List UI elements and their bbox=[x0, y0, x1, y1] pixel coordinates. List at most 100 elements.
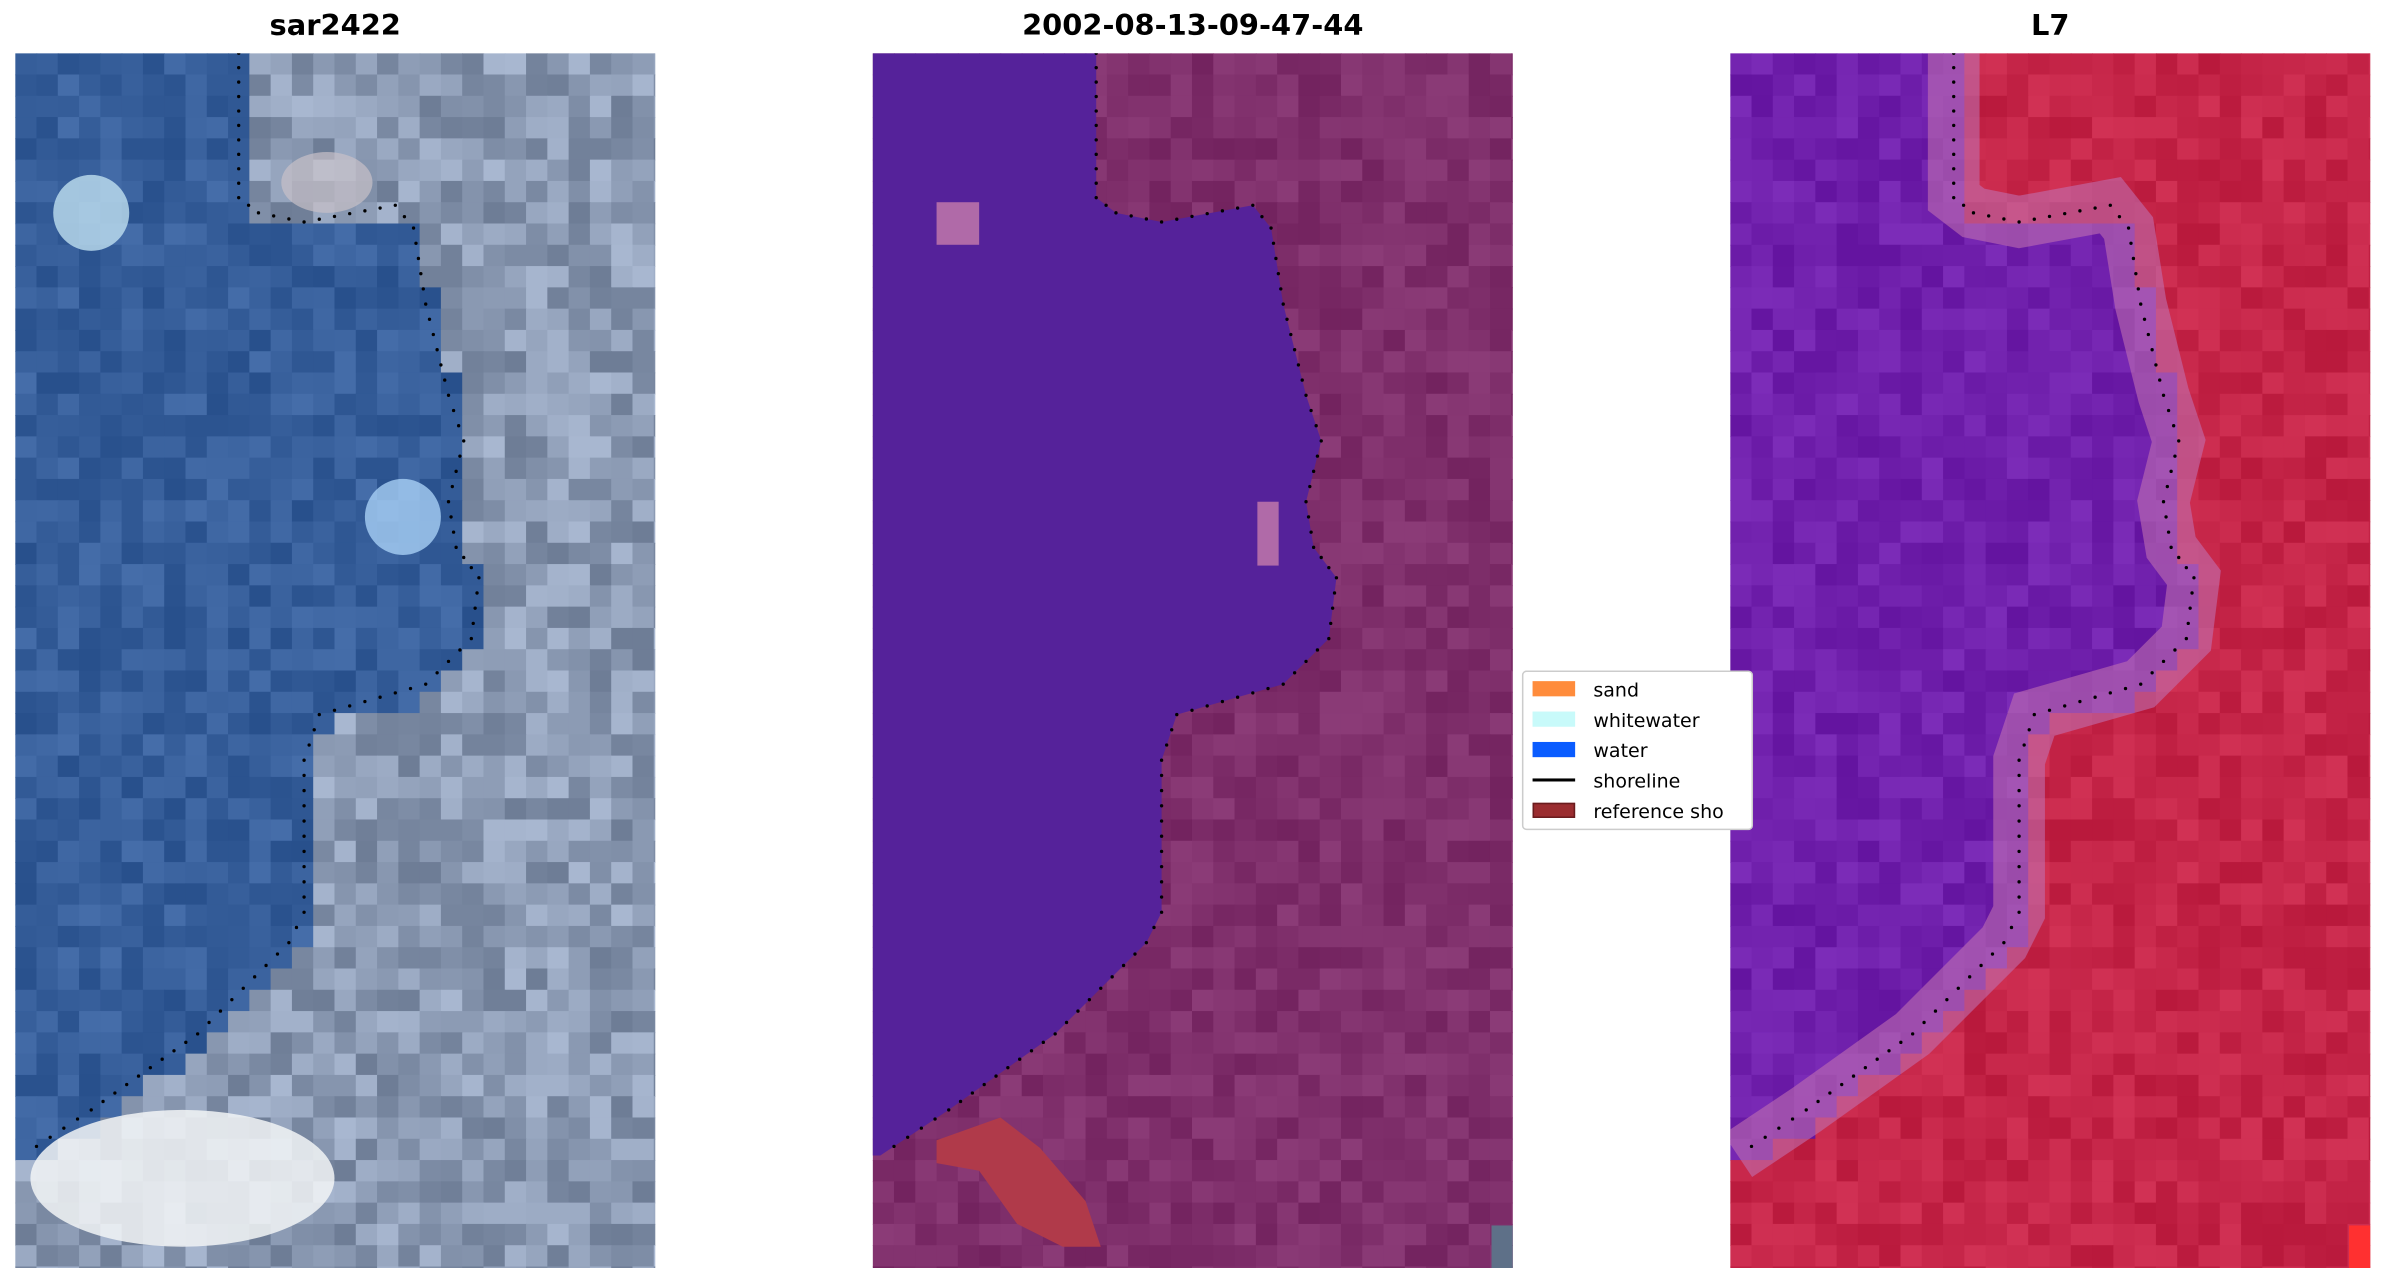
pixel bbox=[1383, 244, 1406, 267]
pixel bbox=[1426, 713, 1449, 736]
pixel bbox=[2262, 372, 2285, 395]
pixel bbox=[611, 776, 634, 799]
pixel bbox=[2262, 776, 2285, 799]
pixel bbox=[568, 904, 591, 927]
pixel bbox=[1772, 649, 1795, 672]
pixel bbox=[2177, 138, 2200, 161]
pixel bbox=[1879, 351, 1902, 374]
pixel bbox=[164, 436, 187, 459]
pixel bbox=[1815, 308, 1838, 331]
pixel bbox=[1730, 202, 1753, 225]
pixel bbox=[2070, 117, 2093, 140]
pixel bbox=[611, 1032, 634, 1055]
pixel bbox=[398, 1096, 421, 1119]
pixel bbox=[2049, 564, 2072, 587]
pixel bbox=[36, 74, 59, 97]
pixel bbox=[291, 947, 314, 970]
shoreline-point bbox=[246, 203, 251, 207]
pixel bbox=[79, 351, 102, 374]
shoreline-point bbox=[1327, 636, 1331, 641]
pixel bbox=[355, 1160, 378, 1183]
pixel bbox=[2368, 436, 2371, 459]
pixel bbox=[1000, 1266, 1023, 1269]
pixel bbox=[1298, 883, 1321, 906]
pixel bbox=[440, 1096, 463, 1119]
pixel bbox=[547, 798, 570, 821]
pixel bbox=[2283, 266, 2306, 289]
pixel bbox=[377, 947, 400, 970]
pixel bbox=[1751, 393, 1774, 416]
pixel bbox=[2070, 627, 2093, 650]
pixel bbox=[526, 1117, 549, 1140]
pixel bbox=[589, 138, 612, 161]
pixel bbox=[1489, 1096, 1513, 1119]
pixel bbox=[1106, 117, 1129, 140]
shoreline-point bbox=[424, 682, 428, 686]
pixel bbox=[1404, 266, 1427, 289]
pixel bbox=[1943, 606, 1966, 629]
pixel bbox=[2368, 457, 2371, 480]
pixel bbox=[1943, 819, 1966, 842]
pixel bbox=[291, 393, 314, 416]
pixel bbox=[185, 266, 208, 289]
pixel bbox=[419, 393, 442, 416]
pixel bbox=[249, 415, 272, 438]
pixel bbox=[36, 1011, 59, 1034]
pixel bbox=[632, 223, 655, 246]
pixel bbox=[270, 670, 293, 693]
pixel bbox=[2177, 159, 2200, 182]
pixel bbox=[2198, 734, 2221, 757]
pixel bbox=[1213, 1181, 1236, 1204]
pixel bbox=[2241, 351, 2264, 374]
pixel bbox=[568, 180, 591, 203]
pixel bbox=[1447, 1223, 1470, 1246]
pixel bbox=[249, 180, 272, 203]
pixel bbox=[1106, 1202, 1129, 1225]
pixel bbox=[2304, 53, 2327, 76]
pixel bbox=[504, 521, 527, 544]
pixel bbox=[1234, 1011, 1257, 1034]
pixel bbox=[313, 947, 336, 970]
pixel bbox=[2368, 415, 2371, 438]
pixel bbox=[185, 649, 208, 672]
pixel bbox=[2283, 202, 2306, 225]
pixel bbox=[1319, 840, 1342, 863]
pixel bbox=[1234, 1181, 1257, 1204]
pixel bbox=[632, 351, 655, 374]
pixel bbox=[185, 393, 208, 416]
shoreline-point bbox=[411, 226, 416, 230]
pixel bbox=[526, 372, 549, 395]
pixel bbox=[142, 244, 165, 267]
pixel bbox=[1170, 819, 1193, 842]
shoreline-point bbox=[62, 1126, 66, 1130]
pixel bbox=[653, 223, 656, 246]
pixel bbox=[1879, 840, 1902, 863]
pixel bbox=[2049, 776, 2072, 799]
pixel bbox=[1404, 542, 1427, 565]
shoreline-point bbox=[1308, 484, 1312, 489]
pixel bbox=[1319, 95, 1342, 118]
pixel bbox=[185, 819, 208, 842]
pixel bbox=[1000, 1074, 1023, 1097]
shoreline-point bbox=[451, 530, 456, 534]
pixel bbox=[1213, 117, 1236, 140]
pixel bbox=[1362, 1011, 1385, 1034]
pixel bbox=[526, 925, 549, 948]
pixel bbox=[249, 862, 272, 885]
pixel bbox=[526, 989, 549, 1012]
pixel bbox=[2304, 606, 2327, 629]
pixel bbox=[121, 180, 144, 203]
pixel bbox=[79, 691, 102, 714]
pixel bbox=[589, 457, 612, 480]
pixel bbox=[419, 266, 442, 289]
pixel bbox=[1921, 415, 1944, 438]
pixel bbox=[1489, 117, 1513, 140]
pixel bbox=[100, 776, 123, 799]
pixel bbox=[2028, 372, 2051, 395]
pixel bbox=[483, 1138, 506, 1161]
pixel bbox=[1815, 478, 1838, 501]
pixel bbox=[1362, 649, 1385, 672]
pixel bbox=[1511, 521, 1513, 544]
pixel bbox=[57, 457, 80, 480]
pixel bbox=[36, 1266, 59, 1269]
